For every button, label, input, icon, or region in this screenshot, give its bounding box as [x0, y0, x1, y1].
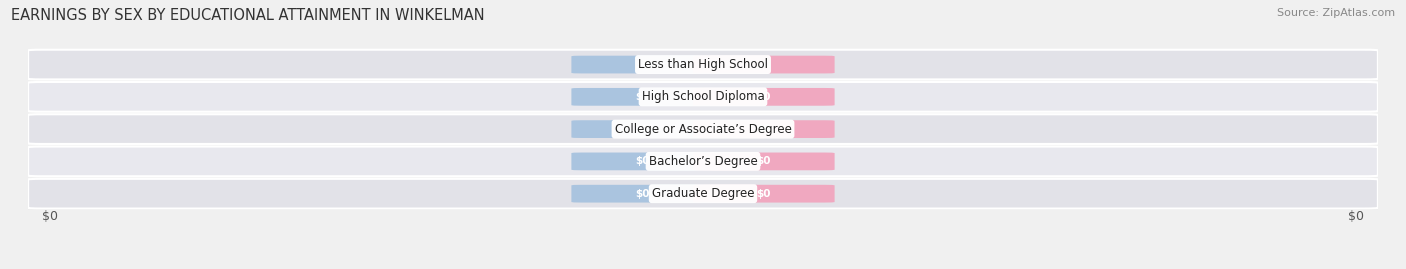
Text: $0: $0	[756, 124, 770, 134]
FancyBboxPatch shape	[571, 153, 713, 170]
Text: Graduate Degree: Graduate Degree	[652, 187, 754, 200]
Text: $0: $0	[1348, 210, 1364, 223]
Text: $0: $0	[636, 156, 650, 167]
Text: $0: $0	[636, 189, 650, 199]
FancyBboxPatch shape	[693, 120, 835, 138]
FancyBboxPatch shape	[28, 114, 1378, 144]
FancyBboxPatch shape	[571, 185, 713, 203]
Text: High School Diploma: High School Diploma	[641, 90, 765, 103]
Text: Less than High School: Less than High School	[638, 58, 768, 71]
Text: $0: $0	[756, 92, 770, 102]
FancyBboxPatch shape	[693, 56, 835, 73]
Text: $0: $0	[756, 59, 770, 70]
FancyBboxPatch shape	[571, 120, 713, 138]
Legend: Male, Female: Male, Female	[633, 264, 773, 269]
FancyBboxPatch shape	[28, 82, 1378, 112]
Text: Source: ZipAtlas.com: Source: ZipAtlas.com	[1277, 8, 1395, 18]
FancyBboxPatch shape	[693, 185, 835, 203]
Text: $0: $0	[756, 189, 770, 199]
FancyBboxPatch shape	[571, 88, 713, 106]
Text: EARNINGS BY SEX BY EDUCATIONAL ATTAINMENT IN WINKELMAN: EARNINGS BY SEX BY EDUCATIONAL ATTAINMEN…	[11, 8, 485, 23]
Text: $0: $0	[756, 156, 770, 167]
Text: Bachelor’s Degree: Bachelor’s Degree	[648, 155, 758, 168]
Text: $0: $0	[636, 59, 650, 70]
Text: $0: $0	[42, 210, 58, 223]
FancyBboxPatch shape	[693, 153, 835, 170]
FancyBboxPatch shape	[571, 56, 713, 73]
FancyBboxPatch shape	[28, 147, 1378, 176]
Text: $0: $0	[636, 124, 650, 134]
FancyBboxPatch shape	[693, 88, 835, 106]
FancyBboxPatch shape	[28, 50, 1378, 79]
Text: $0: $0	[636, 92, 650, 102]
FancyBboxPatch shape	[28, 179, 1378, 208]
Text: College or Associate’s Degree: College or Associate’s Degree	[614, 123, 792, 136]
